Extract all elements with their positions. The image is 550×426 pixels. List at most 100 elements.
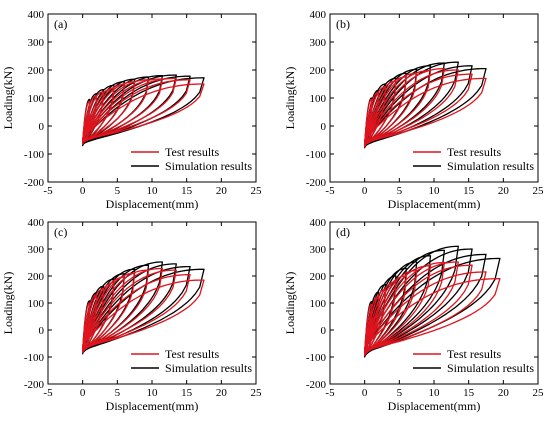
series-layer [82,74,205,147]
hysteresis-loop [82,269,150,351]
hysteresis-loop [82,95,98,145]
legend-label: Test results [447,347,501,361]
x-tick-label: 15 [463,185,475,197]
hysteresis-loop [82,269,177,350]
hysteresis-loop [82,77,177,143]
x-axis-title: Displacement(mm) [388,399,481,413]
hysteresis-loop [82,279,205,349]
legend-label: Simulation results [447,361,534,375]
y-tick-label: -100 [24,352,45,364]
x-tick-label: 15 [181,185,193,197]
x-tick-label: 10 [147,387,159,399]
hysteresis-loop [364,69,459,145]
hysteresis-loop [364,278,501,351]
y-tick-label: 100 [28,298,45,310]
y-tick-label: 200 [28,271,45,283]
y-tick-label: -100 [306,149,327,161]
y-tick-label: 300 [28,37,45,49]
x-tick-label: 10 [429,387,441,399]
y-tick-label: -100 [24,149,45,161]
legend-label: Test results [165,347,219,361]
y-axis-title: Loading(kN) [1,272,15,335]
y-tick-label: -200 [24,379,45,391]
hysteresis-loop [364,248,473,354]
hysteresis-loop [364,67,446,145]
hysteresis-loop [364,264,473,353]
hysteresis-loop [82,273,191,350]
y-axis-title: Loading(kN) [1,67,15,130]
x-axis-title: Displacement(mm) [106,399,199,413]
y-axis-title: Loading(kN) [283,67,297,130]
hysteresis-loop [364,77,487,143]
x-tick-label: 0 [80,185,86,197]
y-tick-label: 0 [39,325,45,337]
x-tick-label: 15 [463,387,475,399]
hysteresis-loop [364,86,387,147]
legend-label: Test results [447,145,501,159]
legend-label: Simulation results [447,159,534,173]
y-tick-label: 200 [310,271,327,283]
x-tick-label: 25 [251,387,263,399]
series-layer [364,61,487,149]
y-tick-label: 0 [321,121,327,133]
chart-panel-2: -5 0 5 10 15 20 25 -200 -100 0 100 200 300 400 Displac… [283,9,544,211]
x-tick-label: 0 [80,387,86,399]
hysteresis-loop [364,69,432,146]
hysteresis-loop [364,271,487,352]
hysteresis-loop [82,272,136,352]
y-tick-label: 300 [310,244,327,256]
x-tick-label: -5 [43,185,53,197]
x-tick-label: 25 [533,185,545,197]
series-test-results [364,67,487,148]
series-layer [364,245,501,358]
x-axis-title: Displacement(mm) [388,197,481,211]
x-axis-title: Displacement(mm) [106,197,199,211]
hysteresis-loop [364,269,418,355]
panel-label: (c) [54,225,67,239]
x-tick-label: 0 [362,387,368,399]
x-tick-label: -5 [325,387,335,399]
y-tick-label: 0 [39,121,45,133]
x-tick-label: 20 [216,185,228,197]
y-tick-label: 100 [28,93,45,105]
y-tick-label: -200 [306,379,327,391]
x-tick-label: 0 [362,185,368,197]
hysteresis-loop [82,79,150,143]
x-tick-label: 5 [115,185,121,197]
hysteresis-loop [82,77,205,143]
hysteresis-loop [82,288,105,353]
hysteresis-loop [82,78,164,143]
plot-frame [47,13,257,183]
series-test-results [82,77,205,145]
y-tick-label: -200 [24,177,45,189]
x-tick-label: -5 [43,387,53,399]
y-tick-label: 100 [310,298,327,310]
legend-label: Test results [165,145,219,159]
series-layer [82,261,205,355]
x-tick-label: 5 [115,387,121,399]
plot-frame [47,221,257,385]
hysteresis-loop [364,72,418,146]
x-tick-label: 10 [429,185,441,197]
hysteresis-loop [364,253,487,354]
y-tick-label: -200 [306,177,327,189]
x-tick-label: 5 [397,185,403,197]
hysteresis-loop [82,267,164,351]
x-tick-label: 20 [498,185,510,197]
y-tick-label: 300 [28,244,45,256]
y-tick-label: 400 [310,9,327,21]
y-tick-label: -100 [306,352,327,364]
hysteresis-loop [364,261,446,354]
hysteresis-loop [364,281,397,356]
x-tick-label: 20 [216,387,228,399]
x-tick-label: 25 [533,387,545,399]
y-tick-label: 0 [321,325,327,337]
series-test-results [82,267,205,354]
legend-label: Simulation results [165,159,252,173]
y-tick-label: 400 [28,9,45,21]
hysteresis-loop [82,83,205,141]
y-tick-label: 200 [28,65,45,77]
